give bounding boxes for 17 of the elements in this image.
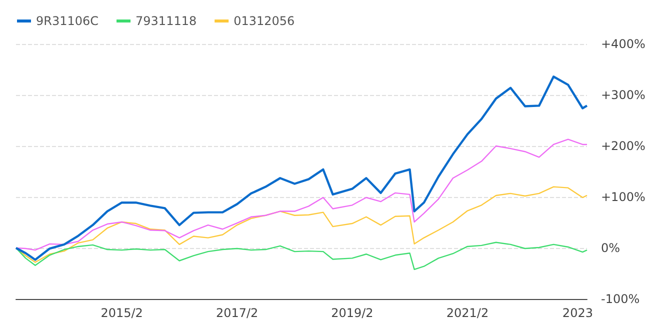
y-tick-label: +200% [601,139,646,153]
legend-label: 01312056 [234,14,295,28]
y-tick-label: +400% [601,37,646,51]
y-tick-label: -100% [601,292,640,306]
y-tick-label: +300% [601,88,646,102]
y-tick-label: 0% [601,241,620,255]
x-tick-label: 2015/2 [100,306,143,320]
line-series [14,76,588,261]
x-tick-label: 2017/2 [216,306,258,320]
x-tick-label: 2019/2 [331,306,374,320]
legend-label: 9R31106C [36,14,99,28]
legend-label: 79311118 [136,14,197,28]
y-tick-label: +100% [601,190,646,204]
x-tick-label: 2023 [562,306,593,320]
x-tick-label: 2021/2 [446,306,489,320]
line-series [15,138,588,251]
line-series [15,242,588,270]
